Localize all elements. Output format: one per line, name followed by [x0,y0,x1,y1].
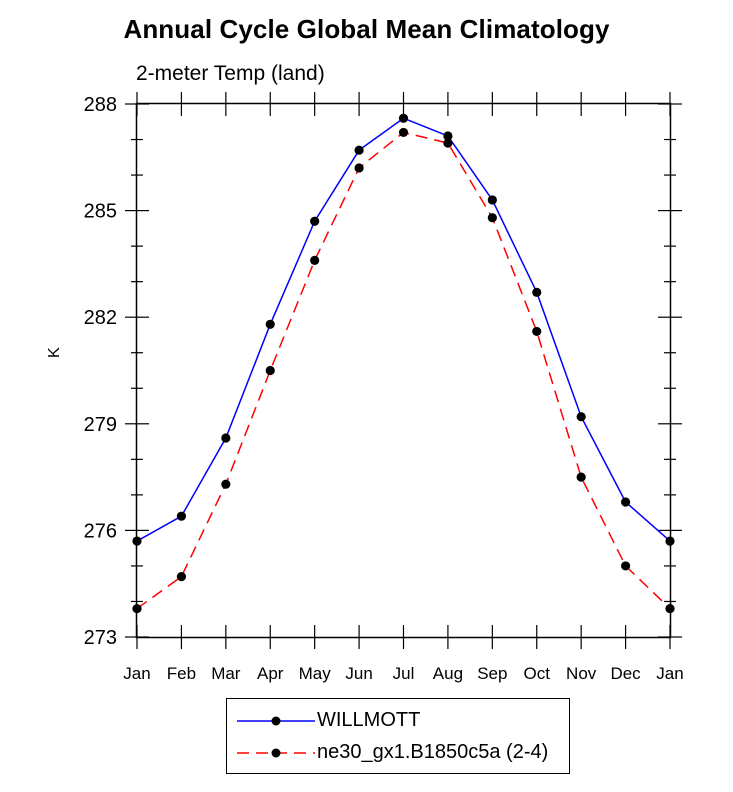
series-0-point [398,113,409,123]
legend-label-willmott: WILLMOTT [317,709,421,731]
series-1-point [487,213,497,223]
series-line-1 [136,131,671,610]
x-tick-label: May [299,664,332,683]
series-1-point [221,479,231,489]
x-tick-label: Sep [477,664,507,683]
y-tick-label: 285 [84,201,117,223]
series-1-point [443,138,453,148]
series-0-point [443,131,453,141]
series-0-point [620,497,631,507]
series-0-point [176,511,187,521]
series-0-point [265,319,275,329]
series-1-point [354,163,364,173]
series-1-point [310,255,320,265]
plot-frame [135,102,672,639]
x-tick-label: Jul [393,664,415,683]
y-tick-label: 288 [84,94,117,116]
x-tick-label: Feb [167,664,196,683]
x-tick-label: Oct [524,664,551,683]
x-tick-label: Aug [433,664,463,683]
x-tick-label: Apr [257,664,284,683]
series-0-point [487,195,497,205]
legend-swatch-model [237,748,315,758]
y-tick-label: 273 [84,627,117,649]
series-line-0 [136,117,671,542]
series-1-point [576,472,586,482]
series-1-point [532,326,542,337]
x-tick-label: Jan [123,664,150,683]
series-0-point [354,145,364,155]
series-0-point [221,433,231,443]
y-tick-label: 282 [84,307,117,329]
chart-title: Annual Cycle Global Mean Climatology [123,14,610,44]
legend: WILLMOTT ne30_gx1.B1850c5a (2-4) [226,698,570,774]
y-tick-label: 276 [84,520,117,542]
legend-item-model: ne30_gx1.B1850c5a (2-4) [227,738,569,768]
series-layer [132,113,675,614]
x-tick-label: Mar [211,664,241,683]
series-1-point [398,127,409,138]
chart-subtitle: 2-meter Temp (land) [136,62,325,85]
ticks-layer: 273 276 279 282 285 288 Jan Feb Mar Apr May Jun Jul A… [84,92,684,683]
legend-label-model: ne30_gx1.B1850c5a (2-4) [317,741,549,763]
series-1-point [265,365,275,376]
legend-item-willmott: WILLMOTT [227,706,569,736]
x-tick-label: Dec [610,664,641,683]
series-0-point [576,412,586,422]
x-tick-label: Jun [345,664,372,683]
legend-swatch-willmott [237,716,315,726]
plot-area: 273 276 279 282 285 288 Jan Feb Mar Apr May Jun Jul A… [84,92,684,683]
series-1-point [176,571,187,582]
series-0-point [532,287,542,297]
x-tick-label: Jan [656,664,683,683]
series-1-point [620,561,631,571]
y-tick-label: 279 [84,414,117,436]
series-0-point [310,216,320,226]
x-tick-label: Nov [566,664,597,683]
